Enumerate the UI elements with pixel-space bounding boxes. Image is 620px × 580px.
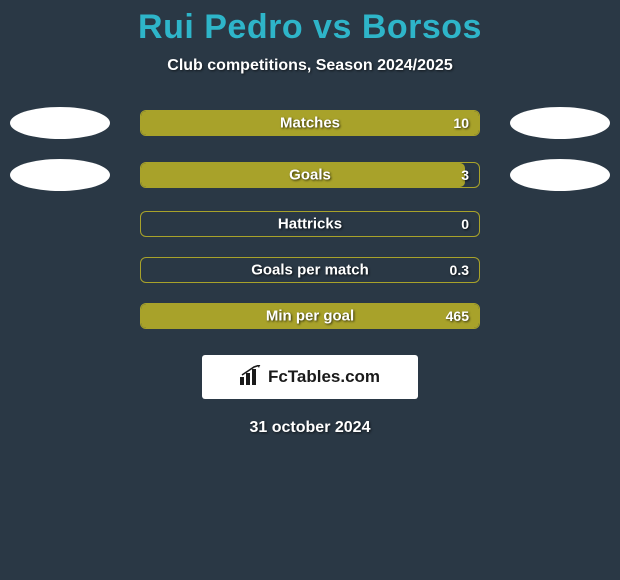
bar-label: Goals [141, 167, 479, 184]
subtitle: Club competitions, Season 2024/2025 [0, 57, 620, 75]
stat-row: Hattricks0 [0, 211, 620, 237]
stat-bar: Goals3 [140, 162, 480, 188]
bar-label: Matches [141, 115, 479, 132]
stat-row: Matches10 [0, 107, 620, 139]
stat-bar: Hattricks0 [140, 211, 480, 237]
site-logo[interactable]: FcTables.com [202, 355, 418, 399]
right-ellipse-cell [500, 107, 620, 139]
stat-bar: Min per goal465 [140, 303, 480, 329]
stat-bar: Goals per match0.3 [140, 257, 480, 283]
left-ellipse-cell [0, 159, 120, 191]
bar-value: 0 [461, 216, 469, 232]
bar-label: Goals per match [141, 262, 479, 279]
bar-label: Hattricks [141, 216, 479, 233]
stat-bar: Matches10 [140, 110, 480, 136]
comparison-card: Rui Pedro vs Borsos Club competitions, S… [0, 0, 620, 437]
page-title: Rui Pedro vs Borsos [0, 8, 620, 47]
bar-label: Min per goal [141, 308, 479, 325]
stats-list: Matches10 Goals3 Hattricks0 Goals per match… [0, 107, 620, 329]
bar-value: 3 [461, 167, 469, 183]
left-ellipse [10, 107, 110, 139]
bar-value: 0.3 [450, 262, 469, 278]
right-ellipse [510, 107, 610, 139]
left-ellipse [10, 159, 110, 191]
stat-row: Min per goal465 [0, 303, 620, 329]
bar-value: 465 [446, 308, 469, 324]
right-ellipse [510, 159, 610, 191]
chart-icon [240, 365, 262, 390]
logo-text: FcTables.com [268, 367, 380, 387]
stat-row: Goals3 [0, 159, 620, 191]
stat-row: Goals per match0.3 [0, 257, 620, 283]
right-ellipse-cell [500, 159, 620, 191]
bar-value: 10 [453, 115, 469, 131]
left-ellipse-cell [0, 107, 120, 139]
date-text: 31 october 2024 [0, 419, 620, 437]
